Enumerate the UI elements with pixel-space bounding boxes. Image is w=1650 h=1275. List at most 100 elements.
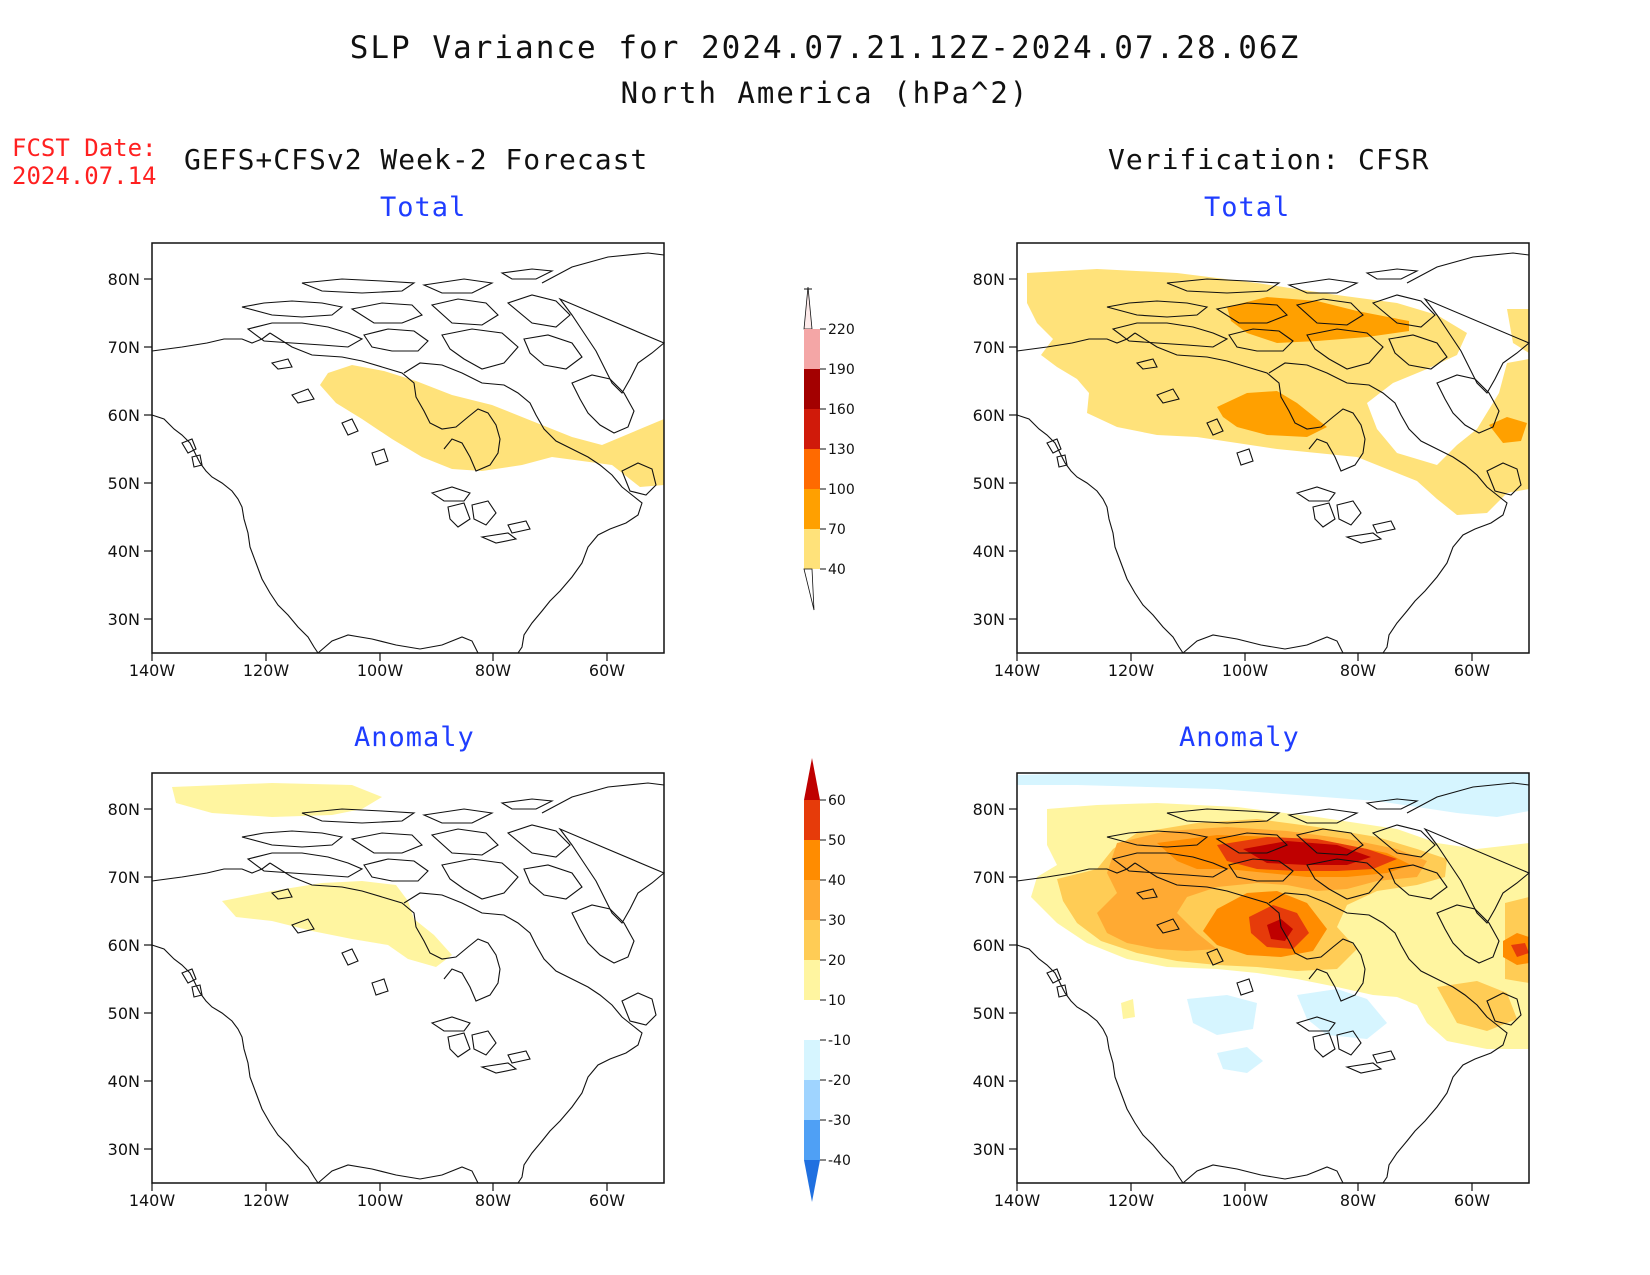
lon-label-80w: 80W: [1340, 1191, 1376, 1210]
lat-label-80n: 80N: [108, 800, 140, 819]
anomaly-bin-neg20-neg10: [804, 1040, 820, 1080]
lon-label-60w: 60W: [1454, 661, 1490, 680]
forecast-anomaly-title: Anomaly: [354, 722, 475, 753]
lat-label-80n: 80N: [973, 270, 1005, 289]
lon-label-100w: 100W: [357, 1191, 404, 1210]
lon-label-140w: 140W: [129, 661, 176, 680]
lon-label-60w: 60W: [589, 1191, 625, 1210]
lat-label-80n: 80N: [108, 270, 140, 289]
total-colorbar-label: 220: [828, 322, 855, 338]
total-colorbar-label: 190: [828, 362, 855, 378]
anomaly-colorbar-label: -40: [828, 1153, 851, 1169]
shade-a60: [1243, 841, 1371, 941]
lat-label-50n: 50N: [973, 474, 1005, 493]
shade-a-east-core2: [1511, 943, 1529, 957]
lon-label-100w: 100W: [1222, 1191, 1269, 1210]
forecast-anomaly-map: [143, 772, 665, 1192]
anomaly-bin-neg30-neg20: [804, 1080, 820, 1120]
total-bin-130-160: [804, 409, 820, 449]
anomaly-colorbar-label: -30: [828, 1113, 851, 1129]
axis-labels: 80N 70N 60N 50N 40N 30N 140W 120W 100W 80W 60W 80N 7…: [108, 270, 1491, 1210]
total-bin-190-220: [804, 329, 820, 369]
shade-a-neg-south3: [1217, 1047, 1263, 1073]
anomaly-colorbar-label: 60: [828, 793, 846, 809]
total-colorbar-label: 100: [828, 482, 855, 498]
lat-label-60n: 60N: [973, 936, 1005, 955]
anomaly-colorbar-label: -20: [828, 1073, 851, 1089]
forecast-total-map: [143, 242, 665, 662]
lon-label-140w: 140W: [129, 1191, 176, 1210]
lat-label-30n: 30N: [108, 610, 140, 629]
shade-a10-central: [222, 881, 452, 967]
verification-total-shading: [1027, 269, 1529, 515]
anomaly-colorbar-label: 20: [828, 953, 846, 969]
shade-70-100-north: [1227, 297, 1409, 343]
lat-label-70n: 70N: [973, 868, 1005, 887]
lon-label-140w: 140W: [994, 661, 1041, 680]
total-bin-100-130: [804, 449, 820, 489]
shade-40-70: [320, 365, 664, 487]
lon-label-120w: 120W: [243, 1191, 290, 1210]
total-colorbar: 220 190 160 130 100 70 40: [803, 286, 855, 611]
total-colorbar-label: 130: [828, 442, 855, 458]
shade-a10-north: [172, 783, 382, 817]
shade-40-70-east: [1507, 309, 1529, 353]
total-bin-70-100: [804, 489, 820, 529]
lon-label-100w: 100W: [1222, 661, 1269, 680]
lon-label-120w: 120W: [1108, 1191, 1155, 1210]
main-title: SLP Variance for 2024.07.21.12Z-2024.07.…: [349, 30, 1301, 66]
lat-label-70n: 70N: [108, 868, 140, 887]
lat-label-60n: 60N: [108, 936, 140, 955]
total-colorbar-label: 70: [828, 522, 846, 538]
verification-anomaly-shading: [1017, 773, 1529, 1073]
anomaly-colorbar-label: 40: [828, 873, 846, 889]
lat-label-60n: 60N: [108, 406, 140, 425]
forecast-total-shading: [320, 365, 664, 487]
anomaly-bin-20-30: [804, 920, 820, 960]
lon-label-120w: 120W: [243, 661, 290, 680]
lat-label-40n: 40N: [108, 542, 140, 561]
anomaly-colorbar: 60 50 40 30 20 10 -10 -20 -30 -40: [804, 758, 851, 1202]
verification-total-title: Total: [1204, 192, 1291, 223]
lat-label-50n: 50N: [108, 474, 140, 493]
lat-label-70n: 70N: [973, 338, 1005, 357]
lon-label-80w: 80W: [475, 661, 511, 680]
anomaly-colorbar-label: 50: [828, 833, 846, 849]
anomaly-bin-neg40-neg30: [804, 1120, 820, 1160]
shade-a-neg-south1: [1187, 995, 1257, 1035]
lon-label-140w: 140W: [994, 1191, 1041, 1210]
total-colorbar-labels: 220 190 160 130 100 70 40: [820, 322, 855, 578]
anomaly-colorbar-top-cap: [804, 758, 820, 800]
verification-anomaly-title: Anomaly: [1179, 722, 1300, 753]
lon-label-60w: 60W: [1454, 1191, 1490, 1210]
lat-label-70n: 70N: [108, 338, 140, 357]
verification-column-header: Verification: CFSR: [1108, 143, 1430, 176]
lat-label-30n: 30N: [973, 1140, 1005, 1159]
fcst-date-value: 2024.07.14: [12, 162, 157, 190]
total-colorbar-top-cap: [803, 286, 813, 330]
anomaly-bin-10-20: [804, 960, 820, 1000]
lat-label-50n: 50N: [108, 1004, 140, 1023]
lat-label-60n: 60N: [973, 406, 1005, 425]
anomaly-colorbar-bottom-cap: [804, 1160, 820, 1202]
shade-70-100-east: [1489, 417, 1527, 443]
total-colorbar-label: 160: [828, 402, 855, 418]
shade-a50: [1217, 837, 1397, 949]
anomaly-bin-neg10-10: [804, 1000, 820, 1040]
lat-label-50n: 50N: [973, 1004, 1005, 1023]
lat-label-40n: 40N: [108, 1072, 140, 1091]
lon-label-80w: 80W: [1340, 661, 1376, 680]
anomaly-colorbar-label: -10: [828, 1033, 851, 1049]
lon-label-120w: 120W: [1108, 661, 1155, 680]
anomaly-bin-50-60: [804, 800, 820, 840]
total-bin-40-70: [804, 529, 820, 569]
anomaly-bin-30-40: [804, 880, 820, 920]
lat-label-40n: 40N: [973, 542, 1005, 561]
anomaly-colorbar-label: 10: [828, 993, 846, 1009]
total-colorbar-bottom-cap: [803, 568, 815, 611]
lat-label-30n: 30N: [973, 610, 1005, 629]
forecast-anomaly-shading: [172, 783, 452, 967]
shade-a-ne-positive: [1437, 981, 1517, 1031]
anomaly-colorbar-label: 30: [828, 913, 846, 929]
